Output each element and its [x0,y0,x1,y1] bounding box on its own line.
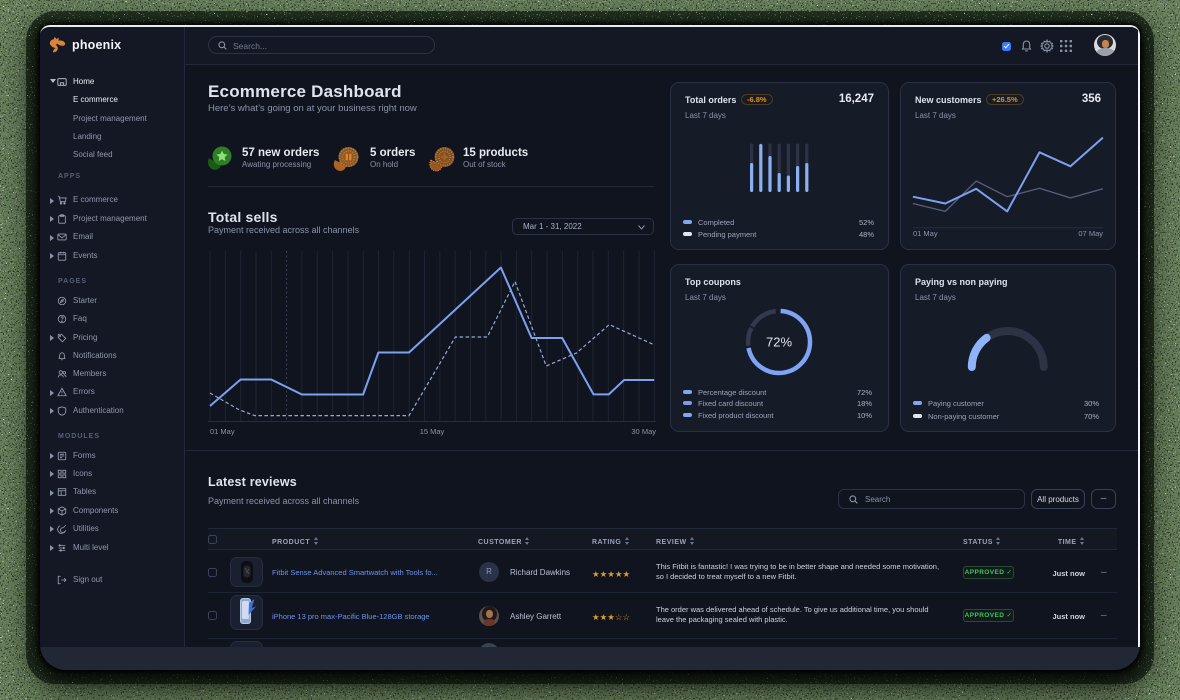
svg-text:72%: 72% [766,335,792,350]
svg-text:01 May: 01 May [210,427,235,436]
svg-text:07 May: 07 May [1078,229,1103,238]
svg-text:15 May: 15 May [420,427,445,436]
svg-text:30 May: 30 May [631,427,656,436]
svg-text:01 May: 01 May [913,229,938,238]
